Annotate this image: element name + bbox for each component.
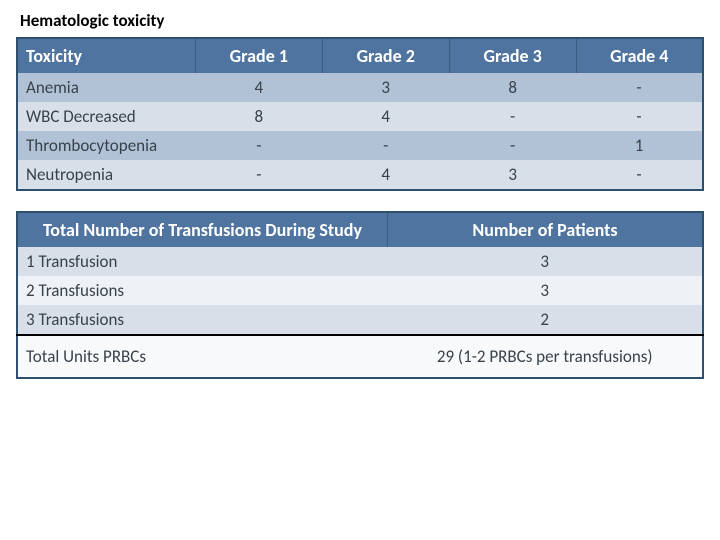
- table-row: Anemia 4 3 8 -: [17, 73, 703, 102]
- cell-value: 2: [387, 305, 703, 335]
- cell-value: 3: [387, 247, 703, 276]
- cell-g1: 8: [195, 102, 322, 131]
- cell-g3: 3: [449, 160, 576, 190]
- toxicity-header-row: Toxicity Grade 1 Grade 2 Grade 3 Grade 4: [17, 38, 703, 73]
- totals-row: Total Units PRBCs 29 (1-2 PRBCs per tran…: [17, 336, 703, 378]
- cell-g3: 8: [449, 73, 576, 102]
- toxicity-table: Toxicity Grade 1 Grade 2 Grade 3 Grade 4…: [16, 37, 704, 191]
- cell-g4: -: [576, 73, 703, 102]
- table-row: 1 Transfusion 3: [17, 247, 703, 276]
- cell-g4: -: [576, 102, 703, 131]
- cell-g3: -: [449, 102, 576, 131]
- cell-g2: 4: [322, 102, 449, 131]
- table-row: WBC Decreased 8 4 - -: [17, 102, 703, 131]
- cell-g2: -: [322, 131, 449, 160]
- col-grade3: Grade 3: [449, 38, 576, 73]
- table-row: 2 Transfusions 3: [17, 276, 703, 305]
- cell-label: Neutropenia: [17, 160, 195, 190]
- table-row: 3 Transfusions 2: [17, 305, 703, 335]
- transfusion-table: Total Number of Transfusions During Stud…: [16, 211, 704, 379]
- cell-label: 1 Transfusion: [17, 247, 387, 276]
- transfusion-header-row: Total Number of Transfusions During Stud…: [17, 212, 703, 247]
- cell-g3: -: [449, 131, 576, 160]
- table-row: Neutropenia - 4 3 -: [17, 160, 703, 190]
- col-grade1: Grade 1: [195, 38, 322, 73]
- col-toxicity: Toxicity: [17, 38, 195, 73]
- cell-g4: -: [576, 160, 703, 190]
- cell-g2: 3: [322, 73, 449, 102]
- cell-label: Thrombocytopenia: [17, 131, 195, 160]
- cell-g4: 1: [576, 131, 703, 160]
- cell-g2: 4: [322, 160, 449, 190]
- col-transfusions: Total Number of Transfusions During Stud…: [17, 212, 387, 247]
- cell-label: 3 Transfusions: [17, 305, 387, 335]
- cell-label: 2 Transfusions: [17, 276, 387, 305]
- cell-label: Anemia: [17, 73, 195, 102]
- table-row: Thrombocytopenia - - - 1: [17, 131, 703, 160]
- cell-value: 3: [387, 276, 703, 305]
- totals-label: Total Units PRBCs: [17, 336, 387, 378]
- page-title: Hematologic toxicity: [20, 10, 704, 31]
- cell-g1: -: [195, 160, 322, 190]
- cell-g1: 4: [195, 73, 322, 102]
- totals-value: 29 (1-2 PRBCs per transfusions): [387, 336, 703, 378]
- col-patients: Number of Patients: [387, 212, 703, 247]
- col-grade2: Grade 2: [322, 38, 449, 73]
- cell-label: WBC Decreased: [17, 102, 195, 131]
- cell-g1: -: [195, 131, 322, 160]
- col-grade4: Grade 4: [576, 38, 703, 73]
